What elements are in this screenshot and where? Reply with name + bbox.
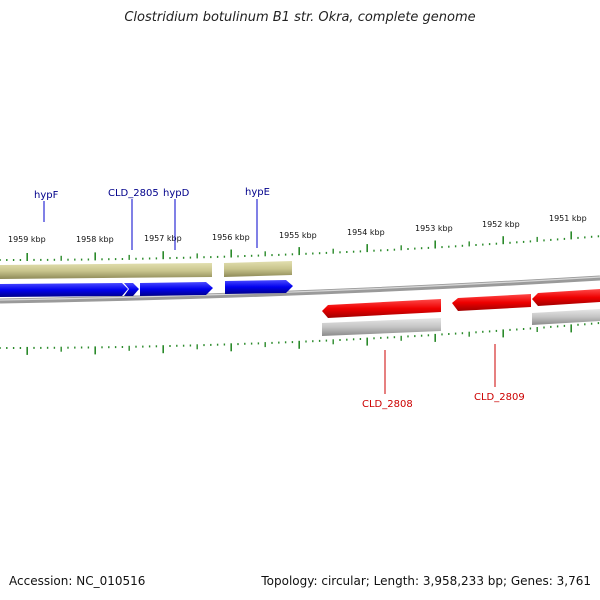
gene-label-cld-2805: CLD_2805 — [108, 188, 159, 199]
reverse-cds-arrow — [532, 289, 600, 306]
reverse-gene-labels: CLD_2808 CLD_2809 — [362, 344, 525, 410]
kbp-label: 1958 kbp — [76, 235, 114, 244]
gene-label-hypf: hypF — [34, 190, 59, 201]
gene-label-hype: hypE — [245, 187, 270, 198]
genome-backbone — [0, 275, 600, 304]
forward-cds-arrow — [225, 280, 293, 294]
reverse-gene-band — [532, 309, 600, 325]
forward-gene-track — [0, 261, 292, 279]
gene-label-cld-2808: CLD_2808 — [362, 399, 413, 410]
kbp-label: 1959 kbp — [8, 235, 46, 244]
kbp-label: 1957 kbp — [144, 234, 182, 243]
accession-text: Accession: NC_010516 — [9, 574, 146, 588]
reverse-gene-track — [322, 309, 600, 336]
forward-gene-band — [224, 261, 292, 277]
kbp-label: 1951 kbp — [549, 214, 587, 223]
reverse-cds-arrow — [452, 294, 531, 311]
kbp-label: 1955 kbp — [279, 231, 317, 240]
forward-cds-arrow — [0, 283, 128, 297]
forward-gene-labels: hypF CLD_2805 hypD hypE — [34, 187, 270, 250]
forward-cds-arrow — [140, 282, 213, 296]
reverse-gene-band — [322, 318, 441, 336]
kbp-label: 1954 kbp — [347, 228, 385, 237]
kbp-label: 1953 kbp — [415, 224, 453, 233]
kbp-label: 1952 kbp — [482, 220, 520, 229]
outer-tick-ring — [0, 231, 600, 261]
map-title: Clostridium botulinum B1 str. Okra, comp… — [124, 10, 476, 25]
genome-stats-text: Topology: circular; Length: 3,958,233 bp… — [261, 574, 591, 588]
kbp-label: 1956 kbp — [212, 233, 250, 242]
forward-cds-arrow — [124, 283, 139, 296]
gene-label-cld-2809: CLD_2809 — [474, 392, 525, 403]
forward-cds-track — [0, 280, 293, 297]
reverse-cds-arrow — [322, 299, 441, 318]
kbp-labels: 1959 kbp 1958 kbp 1957 kbp 1956 kbp 1955… — [8, 214, 587, 244]
reverse-cds-track — [322, 289, 600, 318]
forward-gene-band — [0, 263, 212, 279]
gene-label-hypd: hypD — [163, 188, 190, 199]
inner-tick-ring — [0, 322, 600, 355]
genome-backbone-highlight — [0, 276, 600, 301]
